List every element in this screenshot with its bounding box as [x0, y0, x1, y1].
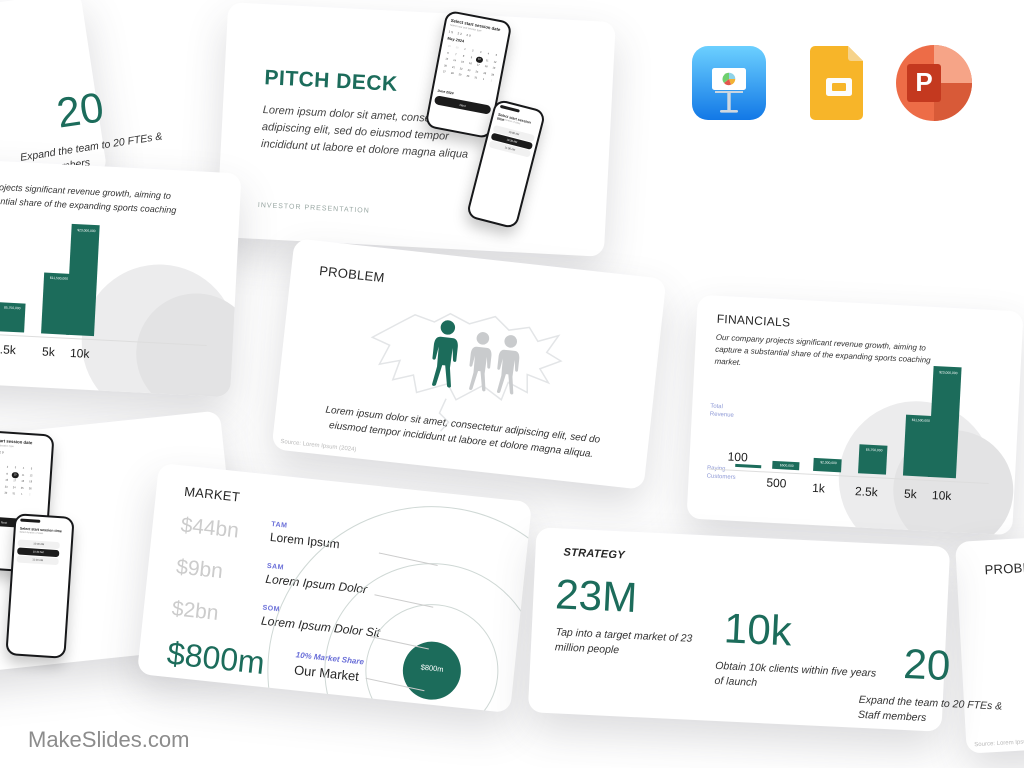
svg-text:P: P	[915, 67, 932, 97]
